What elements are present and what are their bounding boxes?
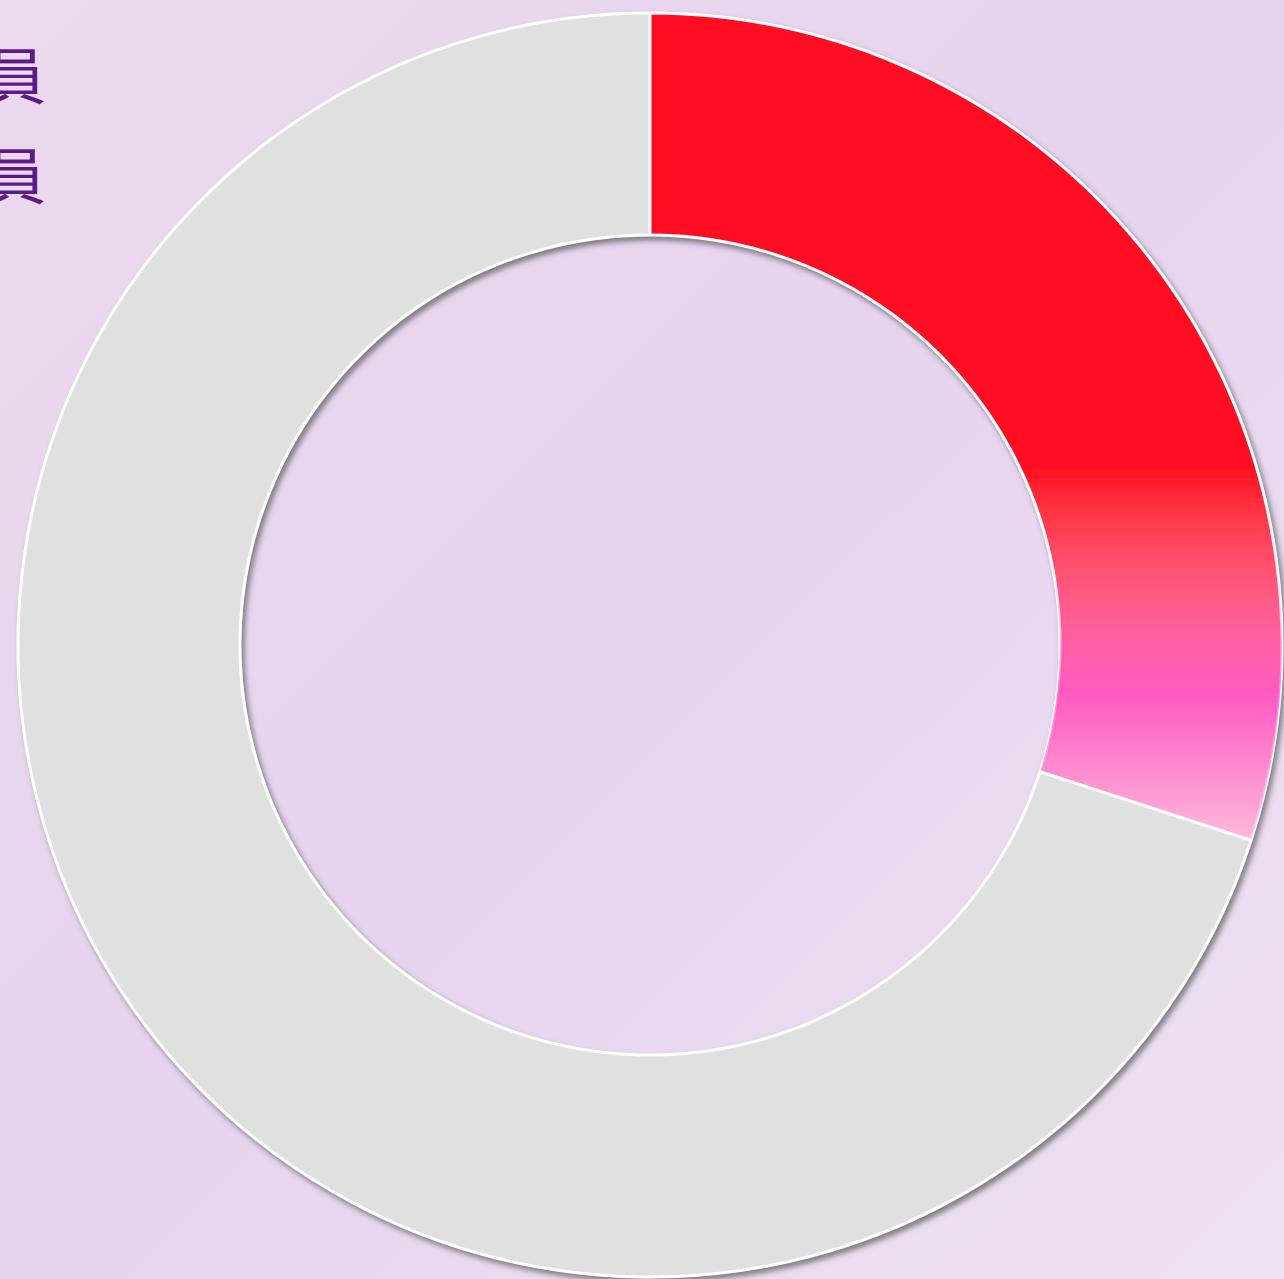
donut [16, 11, 1284, 1279]
segment-highlight [650, 13, 1282, 841]
legend-label: 員 [0, 41, 46, 114]
donut-segment [16, 11, 1253, 1279]
legend: 員員 [0, 41, 46, 214]
legend-label: 員 [0, 141, 46, 214]
